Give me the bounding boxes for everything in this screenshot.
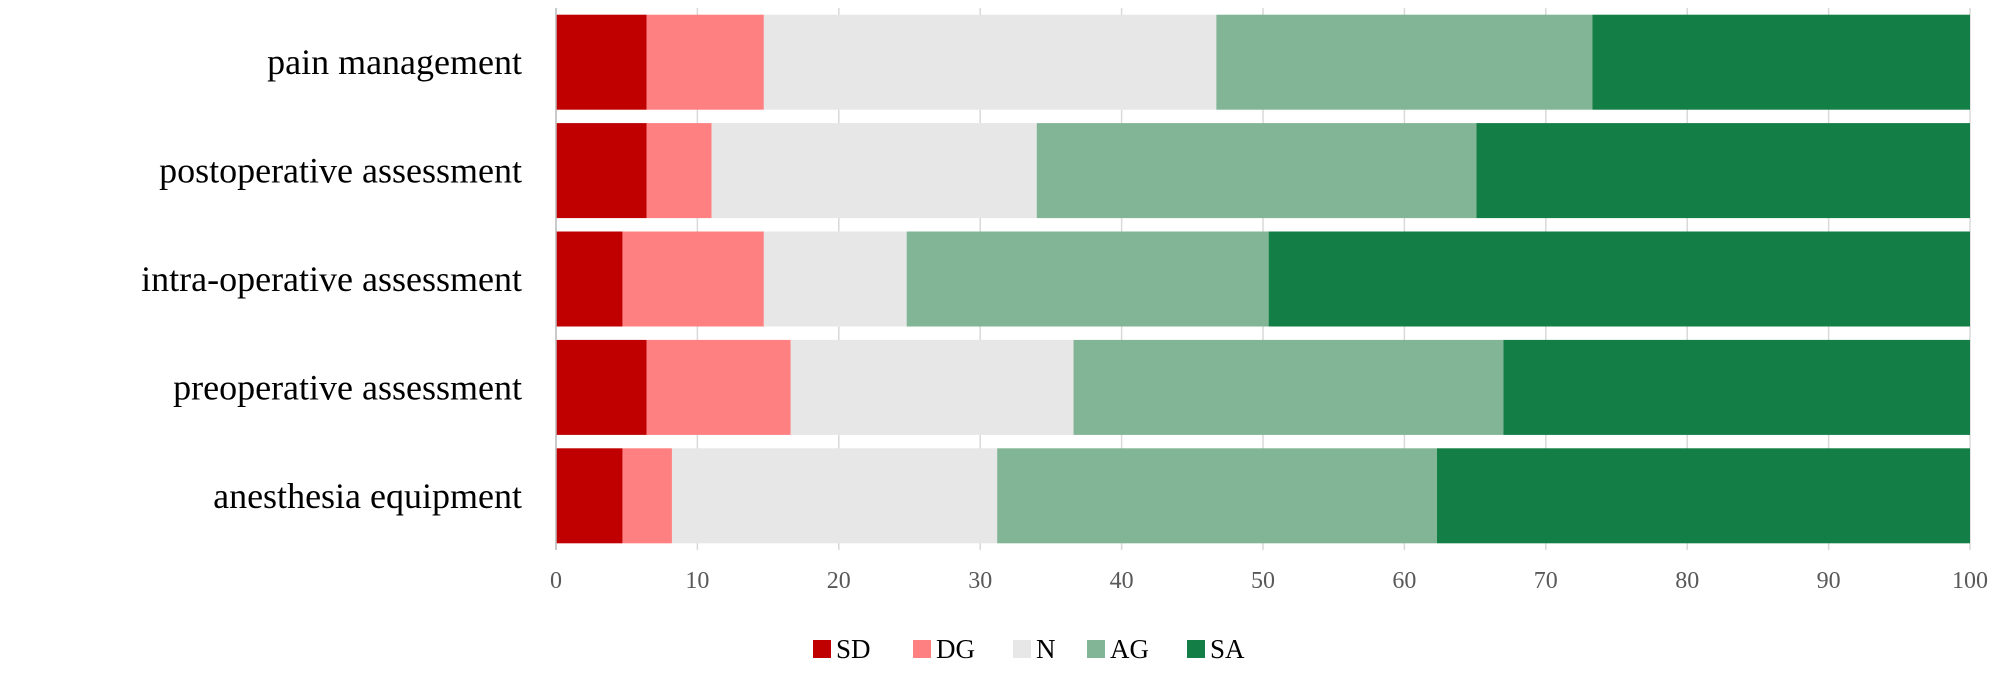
x-tick-label: 10 [685, 568, 709, 594]
x-tick-label: 80 [1675, 568, 1699, 594]
x-tick-label: 100 [1952, 568, 1988, 594]
axes: 0 10 20 30 40 50 60 70 80 90 100 [550, 8, 1988, 594]
bar-segment-dg [646, 14, 764, 110]
bar-segment-sd [556, 448, 623, 544]
x-tick-label: 0 [550, 568, 562, 594]
category-label: pain management [267, 42, 522, 82]
legend-swatch-dg [913, 640, 931, 658]
bar-segment-sd [556, 14, 647, 110]
bar-segment-ag [1036, 123, 1477, 219]
bar-segment-ag [906, 231, 1269, 327]
x-tick-label: 20 [827, 568, 851, 594]
bar-segment-sa [1592, 14, 1970, 110]
bar-segment-ag [997, 448, 1437, 544]
bar-segment-n [790, 339, 1074, 435]
bar-segment-n [711, 123, 1037, 219]
category-label: postoperative assessment [159, 151, 522, 191]
bar-segment-n [671, 448, 998, 544]
bar-segment-n [763, 14, 1217, 110]
legend: SD DG N AG SA [813, 634, 1245, 664]
legend-label-sa: SA [1210, 634, 1245, 664]
legend-swatch-ag [1087, 640, 1105, 658]
legend-swatch-sd [813, 640, 831, 658]
legend-swatch-n [1013, 640, 1031, 658]
bar-segment-dg [622, 448, 672, 544]
category-label: preoperative assessment [173, 367, 522, 407]
bar-segment-sa [1436, 448, 1970, 544]
x-tick-label: 30 [968, 568, 992, 594]
bar-segment-n [763, 231, 907, 327]
category-labels: pain management postoperative assessment i… [141, 42, 522, 516]
legend-label-n: N [1036, 634, 1056, 664]
bar-segment-sa [1476, 123, 1970, 219]
legend-label-dg: DG [936, 634, 975, 664]
x-tick-label: 40 [1110, 568, 1134, 594]
bar-segment-dg [646, 123, 712, 219]
legend-label-ag: AG [1110, 634, 1149, 664]
bar-segment-sd [556, 123, 647, 219]
bar-segment-dg [622, 231, 764, 327]
bar-segment-ag [1073, 339, 1504, 435]
legend-swatch-sa [1187, 640, 1205, 658]
bar-segment-sd [556, 231, 623, 327]
x-tick-label: 60 [1392, 568, 1416, 594]
bar-segment-sd [556, 339, 647, 435]
category-label: intra-operative assessment [141, 259, 522, 299]
bar-segment-sa [1503, 339, 1970, 435]
bar-segment-ag [1216, 14, 1593, 110]
bar-segment-dg [646, 339, 791, 435]
x-tick-label: 70 [1534, 568, 1558, 594]
legend-label-sd: SD [836, 634, 871, 664]
bars [556, 14, 1970, 544]
bar-segment-sa [1268, 231, 1970, 327]
x-tick-label: 90 [1817, 568, 1841, 594]
x-tick-label: 50 [1251, 568, 1275, 594]
category-label: anesthesia equipment [213, 476, 522, 516]
